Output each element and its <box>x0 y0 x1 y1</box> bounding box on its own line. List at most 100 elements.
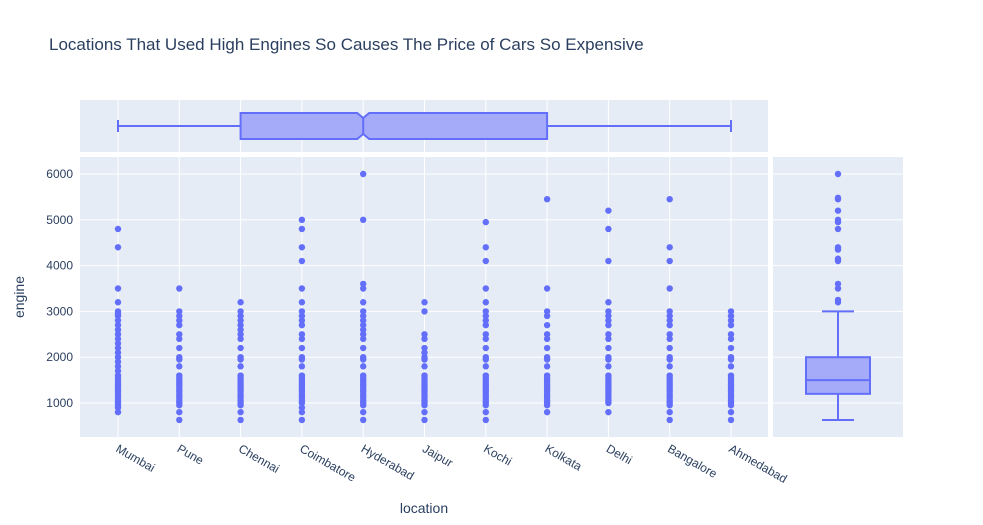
data-point[interactable] <box>360 335 367 343</box>
data-point[interactable] <box>298 331 306 338</box>
data-point[interactable] <box>543 335 551 343</box>
data-point[interactable] <box>360 354 367 361</box>
data-point[interactable] <box>298 416 306 424</box>
data-point[interactable] <box>176 372 183 379</box>
outlier-point[interactable] <box>834 255 842 262</box>
data-point[interactable] <box>114 331 122 338</box>
data-point[interactable] <box>666 285 673 292</box>
data-point[interactable] <box>360 331 367 338</box>
data-point[interactable] <box>360 321 367 329</box>
data-point[interactable] <box>666 344 673 352</box>
data-point[interactable] <box>421 308 428 315</box>
outlier-point[interactable] <box>834 207 842 214</box>
data-point[interactable] <box>298 308 306 315</box>
data-point[interactable] <box>421 344 428 352</box>
data-point[interactable] <box>114 299 122 306</box>
data-point[interactable] <box>482 317 489 324</box>
data-point[interactable] <box>482 257 489 265</box>
data-point[interactable] <box>360 326 367 333</box>
data-point[interactable] <box>360 408 367 416</box>
data-point[interactable] <box>360 372 367 379</box>
data-point[interactable] <box>605 408 612 416</box>
data-point[interactable] <box>237 335 244 343</box>
data-point[interactable] <box>114 354 122 361</box>
data-point[interactable] <box>543 354 551 361</box>
data-point[interactable] <box>727 408 735 416</box>
data-point[interactable] <box>543 408 551 416</box>
data-point[interactable] <box>114 244 122 251</box>
data-point[interactable] <box>421 363 428 370</box>
data-point[interactable] <box>237 331 244 338</box>
data-point[interactable] <box>666 354 673 361</box>
data-point[interactable] <box>360 312 367 320</box>
outlier-point[interactable] <box>834 280 842 288</box>
data-point[interactable] <box>176 354 183 361</box>
data-point[interactable] <box>727 335 735 343</box>
data-point[interactable] <box>237 363 244 370</box>
data-point[interactable] <box>543 321 551 329</box>
data-point[interactable] <box>482 299 489 306</box>
data-point[interactable] <box>176 317 183 324</box>
data-point[interactable] <box>482 331 489 338</box>
data-point[interactable] <box>482 285 489 292</box>
data-point[interactable] <box>605 257 612 265</box>
data-point[interactable] <box>605 299 612 306</box>
data-point[interactable] <box>666 195 673 203</box>
data-point[interactable] <box>237 354 244 361</box>
data-point[interactable] <box>114 317 122 324</box>
data-point[interactable] <box>727 416 735 424</box>
outlier-point[interactable] <box>834 285 842 292</box>
data-point[interactable] <box>482 312 489 320</box>
data-point[interactable] <box>727 317 735 324</box>
top-marginal-box[interactable] <box>117 112 732 140</box>
data-point[interactable] <box>176 363 183 370</box>
data-point[interactable] <box>543 363 551 370</box>
data-point[interactable] <box>421 349 428 356</box>
data-point[interactable] <box>114 363 122 370</box>
data-point[interactable] <box>421 408 428 416</box>
data-point[interactable] <box>482 218 489 226</box>
outlier-point[interactable] <box>834 194 842 202</box>
data-point[interactable] <box>114 344 122 352</box>
data-point[interactable] <box>237 312 244 320</box>
data-point[interactable] <box>298 354 306 361</box>
data-point[interactable] <box>605 354 612 361</box>
data-point[interactable] <box>421 416 428 424</box>
data-point[interactable] <box>298 299 306 306</box>
data-point[interactable] <box>605 312 612 320</box>
data-point[interactable] <box>176 408 183 416</box>
data-point[interactable] <box>605 335 612 343</box>
data-point[interactable] <box>482 244 489 251</box>
data-point[interactable] <box>727 312 735 320</box>
data-point[interactable] <box>421 354 428 361</box>
data-point[interactable] <box>360 170 367 178</box>
right-marginal-box[interactable] <box>805 170 871 421</box>
data-point[interactable] <box>176 331 183 338</box>
data-point[interactable] <box>237 299 244 306</box>
data-point[interactable] <box>298 335 306 343</box>
data-point[interactable] <box>114 408 122 416</box>
data-point[interactable] <box>482 354 489 361</box>
data-point[interactable] <box>298 225 306 233</box>
data-point[interactable] <box>605 207 612 214</box>
data-point[interactable] <box>114 285 122 292</box>
data-point[interactable] <box>176 308 183 315</box>
data-point[interactable] <box>298 312 306 320</box>
data-point[interactable] <box>727 308 735 315</box>
data-point[interactable] <box>543 372 551 379</box>
outlier-point[interactable] <box>834 216 842 223</box>
data-point[interactable] <box>237 416 244 424</box>
data-point[interactable] <box>482 372 489 379</box>
data-point[interactable] <box>176 285 183 292</box>
data-point[interactable] <box>421 372 428 379</box>
data-point[interactable] <box>482 408 489 416</box>
data-point[interactable] <box>605 225 612 233</box>
data-point[interactable] <box>237 372 244 379</box>
data-point[interactable] <box>237 344 244 352</box>
data-point[interactable] <box>543 344 551 352</box>
data-point[interactable] <box>298 216 306 223</box>
data-point[interactable] <box>298 404 306 411</box>
data-point[interactable] <box>360 416 367 424</box>
data-point[interactable] <box>114 358 122 365</box>
data-point[interactable] <box>360 285 367 292</box>
